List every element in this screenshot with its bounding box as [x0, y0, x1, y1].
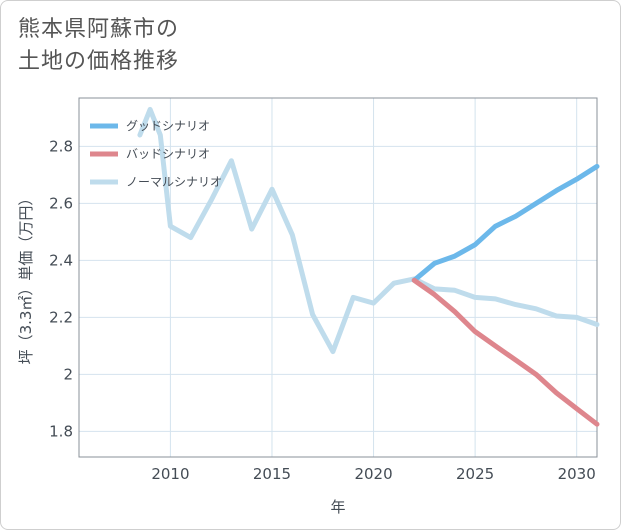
series-line-0 — [411, 163, 600, 283]
y-tick-label: 1.8 — [49, 422, 73, 440]
legend-label: ノーマルシナリオ — [126, 175, 222, 189]
x-axis-ticks: 2010 2015 2020 2025 2030 — [151, 465, 595, 483]
y-tick-label: 2.6 — [49, 194, 73, 212]
y-tick-label: 2.2 — [49, 308, 73, 326]
x-tick-label: 2010 — [151, 465, 189, 483]
series-line-2 — [137, 106, 600, 355]
legend-label: グッドシナリオ — [126, 119, 210, 133]
title-line-2: 土地の価格推移 — [18, 49, 180, 74]
chart-title: 熊本県阿蘇市の 土地の価格推移 — [18, 14, 179, 78]
y-axis-ticks: 1.8 2 2.2 2.4 2.6 2.8 — [49, 137, 73, 440]
x-tick-label: 2030 — [558, 465, 596, 483]
x-tick-label: 2020 — [354, 465, 392, 483]
x-tick-label: 2025 — [456, 465, 494, 483]
grid-lines — [79, 98, 597, 457]
series-layer — [137, 106, 600, 427]
title-line-1: 熊本県阿蘇市の — [18, 17, 180, 42]
series-line-1 — [411, 277, 600, 427]
y-axis-label: 坪（3.3㎡）単価（万円） — [17, 191, 35, 365]
y-tick-label: 2 — [63, 365, 73, 383]
y-tick-label: 2.4 — [49, 251, 73, 269]
plot-area — [78, 97, 598, 458]
y-tick-label: 2.8 — [49, 137, 73, 155]
x-axis-label: 年 — [330, 498, 345, 516]
legend-label: バッドシナリオ — [126, 147, 210, 161]
x-tick-label: 2015 — [253, 465, 291, 483]
